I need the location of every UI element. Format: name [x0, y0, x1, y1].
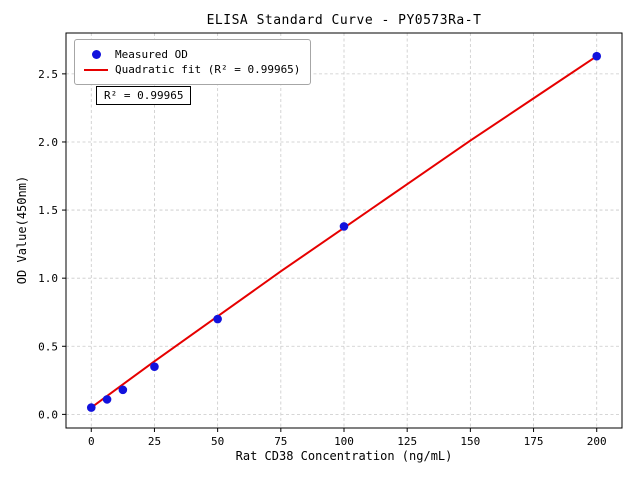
svg-text:100: 100: [334, 435, 354, 448]
legend-item-measured-od: Measured OD: [83, 48, 300, 61]
svg-text:175: 175: [524, 435, 544, 448]
svg-text:1.5: 1.5: [38, 204, 58, 217]
svg-text:0.0: 0.0: [38, 408, 58, 421]
legend-item-quadratic-fit: Quadratic fit (R² = 0.99965): [83, 63, 300, 76]
legend-swatch-area: [83, 68, 109, 71]
svg-text:1.0: 1.0: [38, 272, 58, 285]
svg-text:0: 0: [88, 435, 95, 448]
fit-line-icon: [84, 68, 108, 71]
svg-text:200: 200: [587, 435, 607, 448]
svg-text:75: 75: [274, 435, 287, 448]
x-axis-label: Rat CD38 Concentration (ng/mL): [235, 449, 453, 463]
svg-text:125: 125: [397, 435, 417, 448]
legend: Measured OD Quadratic fit (R² = 0.99965): [74, 39, 312, 85]
chart-title: ELISA Standard Curve - PY0573Ra-T: [206, 13, 482, 28]
r-squared-annotation: R² = 0.99965: [96, 86, 192, 105]
grid-lines: [66, 33, 622, 428]
measured-od-points: [86, 51, 602, 412]
svg-text:0.5: 0.5: [38, 340, 58, 353]
legend-label-quadratic-fit: Quadratic fit (R² = 0.99965): [115, 63, 301, 76]
scatter-marker-icon: [91, 50, 101, 59]
svg-text:2.0: 2.0: [38, 136, 58, 149]
axis-ticks: [62, 73, 598, 432]
y-axis-label: OD Value(450nm): [15, 175, 29, 285]
svg-text:150: 150: [460, 435, 480, 448]
svg-text:50: 50: [211, 435, 224, 448]
legend-swatch-area: [83, 50, 109, 59]
svg-text:2.5: 2.5: [38, 68, 58, 81]
legend-label-measured-od: Measured OD: [115, 48, 188, 61]
svg-text:25: 25: [148, 435, 161, 448]
tick-labels: 0 25 50 75 100 125 150 175 200 0.0 0.5 1.0 1.5 2.0 2.5: [38, 68, 607, 448]
